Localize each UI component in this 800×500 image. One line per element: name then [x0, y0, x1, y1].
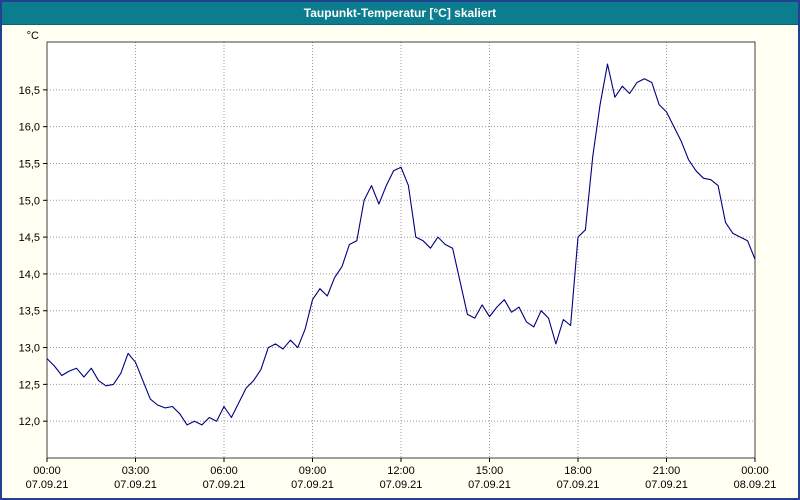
x-tick-time-label: 00:00 [741, 465, 769, 477]
y-tick-label: 12,5 [19, 379, 40, 391]
chart-area: 12,0 12,5 13,0 13,5 14,0 14,5 15,0 15,5 16,0 16,5… [2, 24, 798, 498]
y-tick-label: 14,0 [19, 269, 40, 281]
y-tick-label: 15,0 [19, 195, 40, 207]
x-tick-time-label: 21:00 [653, 465, 681, 477]
x-tick-date-label: 07.09.21 [114, 479, 157, 491]
y-tick-label: 16,5 [19, 85, 40, 97]
x-tick-date-label: 07.09.21 [291, 479, 334, 491]
x-tick-date-label: 08.09.21 [734, 479, 777, 491]
x-tick-date-label: 07.09.21 [380, 479, 423, 491]
x-tick-time-label: 06:00 [210, 465, 238, 477]
x-tick-time-label: 00:00 [33, 465, 61, 477]
data-line [46, 63, 756, 426]
x-tick-time-label: 12:00 [387, 465, 415, 477]
x-tick-date-label: 07.09.21 [203, 479, 246, 491]
x-tick-time-label: 18:00 [564, 465, 592, 477]
chart-canvas: 12,0 12,5 13,0 13,5 14,0 14,5 15,0 15,5 16,0 16,5… [19, 30, 777, 491]
x-tick-time-label: 15:00 [476, 465, 504, 477]
y-tick-label: 14,5 [19, 232, 40, 244]
y-tick-label: 16,0 [19, 122, 40, 134]
y-axis-unit-label: °C [27, 30, 39, 42]
y-tick-label: 12,0 [19, 416, 40, 428]
x-tick-time-label: 09:00 [299, 465, 327, 477]
x-tick-date-label: 07.09.21 [26, 479, 69, 491]
x-tick-time-label: 03:00 [122, 465, 150, 477]
y-tick-label: 13,0 [19, 343, 40, 355]
y-tick-label: 13,5 [19, 306, 40, 318]
x-tick-date-label: 07.09.21 [645, 479, 688, 491]
x-tick-date-label: 07.09.21 [557, 479, 600, 491]
x-tick-date-label: 07.09.21 [468, 479, 511, 491]
window-title: Taupunkt-Temperatur [°C] skaliert [2, 2, 798, 25]
y-tick-label: 15,5 [19, 158, 40, 170]
